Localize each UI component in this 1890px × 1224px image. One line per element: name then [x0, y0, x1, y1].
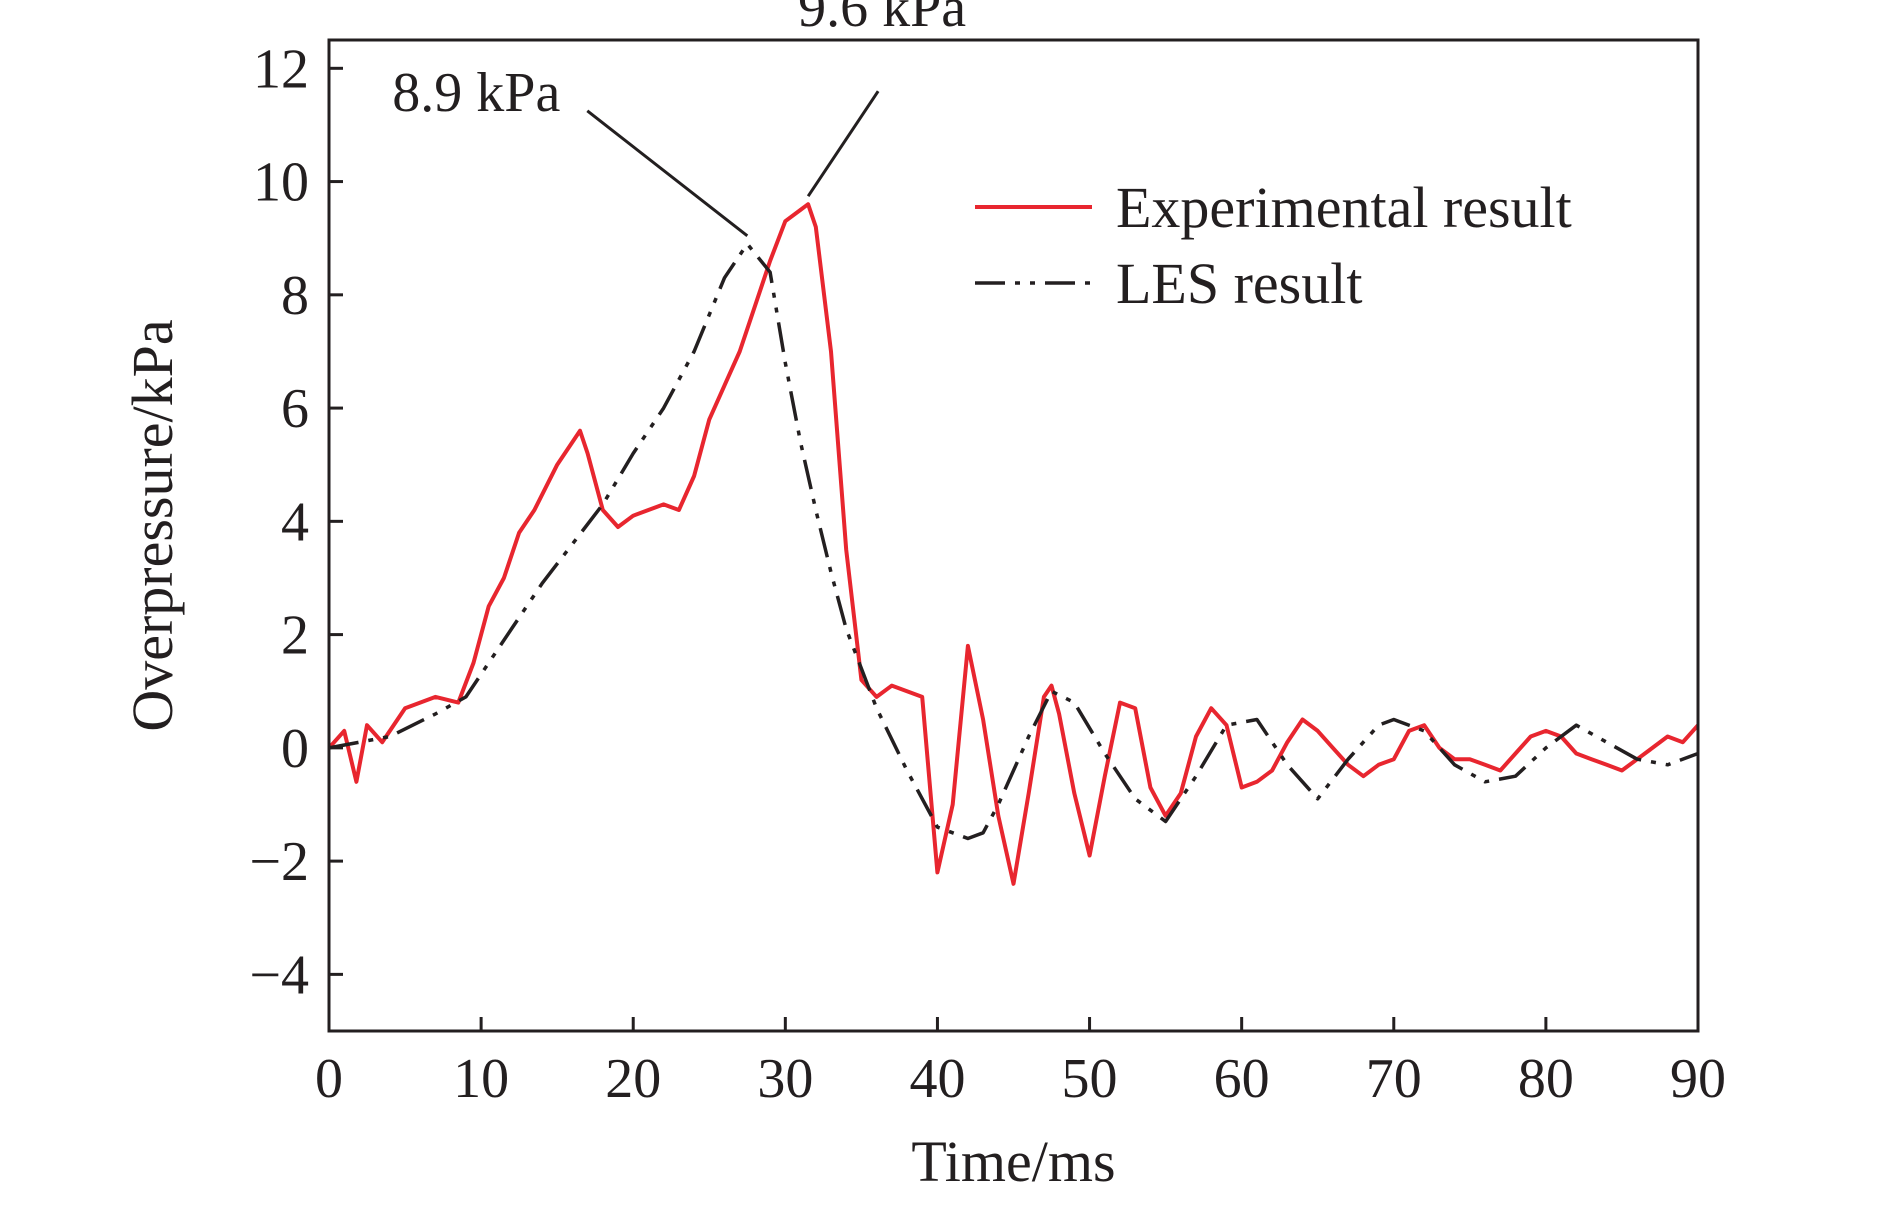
x-tick-label: 0	[315, 1048, 343, 1110]
y-axis-label: Overpressure/kPa	[120, 319, 185, 731]
series-layer	[327, 202, 1700, 886]
y-tick-label: 0	[281, 718, 309, 780]
annotation-layer: 8.9 kPa 9.6 kPa	[392, 0, 966, 238]
experimental-series-line	[327, 202, 1700, 886]
annotation-label: 8.9 kPa	[392, 62, 560, 124]
y-tick-label: 8	[281, 265, 309, 327]
tick-layer: 0 10 20 30 40 50 60 70 80 90 −4 −2 0 2 4 6 8 10 12	[249, 38, 1726, 1110]
annotation-label: 9.6 kPa	[798, 0, 966, 39]
plot-frame	[327, 38, 1700, 1033]
y-tick-label: −2	[249, 831, 309, 893]
x-tick-label: 60	[1214, 1048, 1270, 1110]
les-series-line	[328, 242, 1699, 841]
x-tick-label: 50	[1062, 1048, 1118, 1110]
y-tick-label: 6	[281, 378, 309, 440]
x-tick-label: 90	[1670, 1048, 1726, 1110]
y-tick-label: 12	[253, 38, 309, 100]
x-tick-label: 70	[1366, 1048, 1422, 1110]
annotation-leader-line	[586, 109, 749, 238]
y-tick-label: 10	[253, 152, 309, 214]
x-tick-label: 80	[1518, 1048, 1574, 1110]
annotation-leader-line	[806, 90, 880, 198]
x-tick-label: 10	[453, 1048, 509, 1110]
x-tick-label: 30	[757, 1048, 813, 1110]
legend-label: LES result	[1116, 251, 1362, 316]
x-axis-label: Time/ms	[911, 1129, 1115, 1194]
y-tick-label: 4	[281, 491, 309, 553]
legend: Experimental result LES result	[975, 175, 1572, 316]
legend-label: Experimental result	[1116, 175, 1572, 240]
x-tick-label: 40	[909, 1048, 965, 1110]
y-tick-label: −4	[249, 944, 309, 1006]
x-tick-label: 20	[605, 1048, 661, 1110]
y-tick-label: 2	[281, 605, 309, 667]
